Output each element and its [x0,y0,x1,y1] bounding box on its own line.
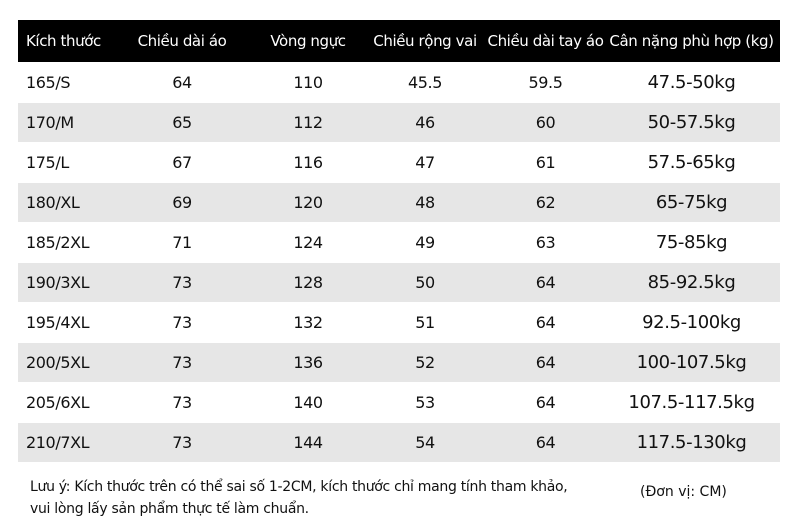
value-cell: 71 [172,233,192,252]
header-cell: Chiều rộng vai [373,32,477,50]
value-cell: 52 [415,353,435,372]
value-cell: 47.5-50kg [647,72,736,93]
size-cell: 205/6XL [26,393,90,412]
value-cell: 49 [415,233,435,252]
value-cell: 48 [415,193,435,212]
header-cell: Chiều dài tay áo [487,32,604,50]
table-row: 200/5XL 73 136 52 64 100-107.5kg [18,343,780,382]
table-row: 210/7XL 73 144 54 64 117.5-130kg [18,423,780,462]
header-cell: Kích thước [26,32,101,50]
value-cell: 85-92.5kg [647,272,736,293]
value-cell: 64 [535,393,556,412]
value-cell: 64 [535,353,556,372]
value-cell: 73 [172,313,192,332]
value-cell: 51 [415,313,435,332]
size-cell: 175/L [26,153,69,172]
value-cell: 50-57.5kg [647,112,736,133]
value-cell: 57.5-65kg [647,152,736,173]
table-row: 180/XL 69 120 48 62 65-75kg [18,183,780,222]
value-cell: 144 [293,433,323,452]
value-cell: 64 [535,273,556,292]
value-cell: 128 [293,273,323,292]
value-cell: 65-75kg [655,192,728,213]
value-cell: 120 [293,193,323,212]
value-cell: 63 [535,233,556,252]
table-header: Kích thước Chiều dài áo Vòng ngực Chiều rộn… [18,20,780,62]
value-cell: 140 [293,393,323,412]
value-cell: 45.5 [407,73,443,92]
value-cell: 124 [293,233,323,252]
size-cell: 185/2XL [26,233,90,252]
value-cell: 110 [293,73,323,92]
table-row: 185/2XL 71 124 49 63 75-85kg [18,223,780,262]
value-cell: 136 [293,353,323,372]
table-row: 190/3XL 73 128 50 64 85-92.5kg [18,263,780,302]
value-cell: 117.5-130kg [636,432,747,453]
note-line: Lưu ý: Kích thước trên có thể sai số 1-2… [30,479,568,495]
value-cell: 50 [415,273,435,292]
size-cell: 210/7XL [26,433,90,452]
value-cell: 132 [293,313,323,332]
size-cell: 190/3XL [26,273,90,292]
value-cell: 64 [535,433,556,452]
value-cell: 73 [172,393,192,412]
value-cell: 54 [415,433,435,452]
value-cell: 116 [293,153,323,172]
note: Lưu ý: Kích thước trên có thể sai số 1-2… [30,476,568,520]
value-cell: 69 [172,193,192,212]
value-cell: 75-85kg [655,232,728,253]
value-cell: 73 [172,273,192,292]
unit-note: (Đơn vị: CM) [640,484,727,500]
table-row: 205/6XL 73 140 53 64 107.5-117.5kg [18,383,780,422]
value-cell: 73 [172,353,192,372]
value-cell: 53 [415,393,435,412]
value-cell: 112 [293,113,323,132]
size-cell: 165/S [26,73,71,92]
header-cell: Chiều dài áo [137,32,227,50]
value-cell: 67 [172,153,192,172]
value-cell: 65 [172,113,192,132]
value-cell: 59.5 [528,73,563,92]
value-cell: 47 [415,153,435,172]
header-cell: Vòng ngực [270,32,346,50]
value-cell: 61 [535,153,556,172]
size-cell: 195/4XL [26,313,90,332]
header-cell: Cân nặng phù hợp (kg) [609,32,774,50]
value-cell: 64 [172,73,192,92]
value-cell: 46 [415,113,435,132]
value-cell: 73 [172,433,192,452]
note-line: vui lòng lấy sản phẩm thực tế làm chuẩn. [30,501,309,517]
value-cell: 60 [535,113,556,132]
value-cell: 64 [535,313,556,332]
value-cell: 62 [535,193,556,212]
table-row: 170/M 65 112 46 60 50-57.5kg [18,103,780,142]
value-cell: 100-107.5kg [636,352,747,373]
table-row: 165/S 64 110 45.5 59.5 47.5-50kg [18,63,780,102]
table-row: 195/4XL 73 132 51 64 92.5-100kg [18,303,780,342]
size-cell: 180/XL [26,193,80,212]
value-cell: 107.5-117.5kg [628,392,755,413]
table-row: 175/L 67 116 47 61 57.5-65kg [18,143,780,182]
value-cell: 92.5-100kg [642,312,741,333]
size-cell: 200/5XL [26,353,90,372]
size-cell: 170/M [26,113,74,132]
